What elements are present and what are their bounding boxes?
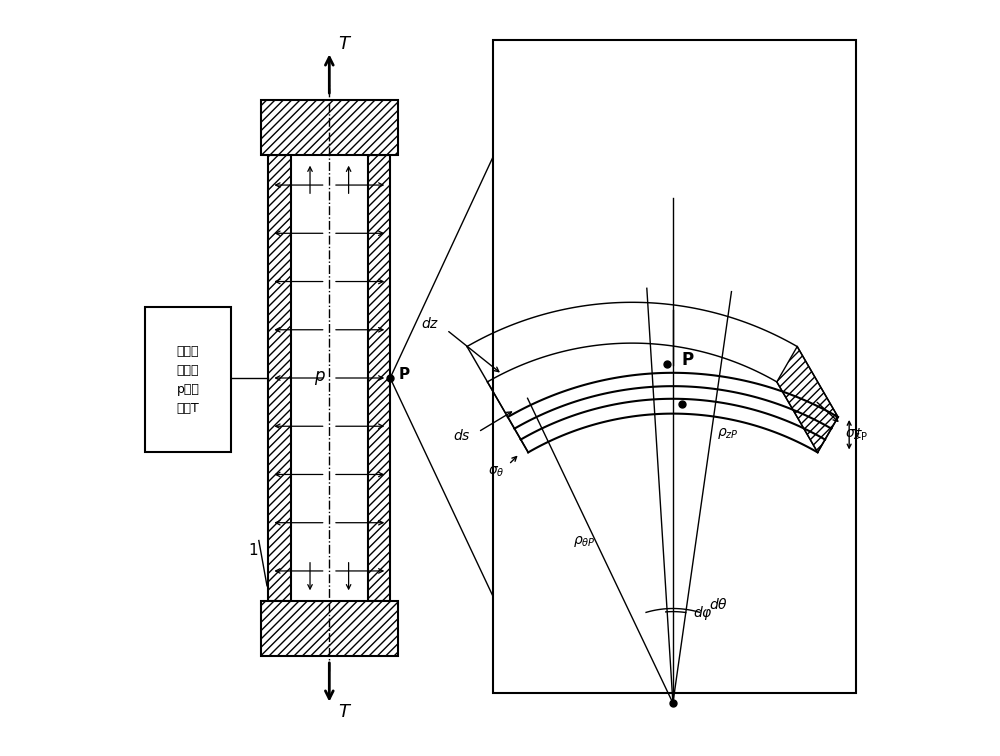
Text: $t_{\rm P}$: $t_{\rm P}$ xyxy=(855,426,868,443)
Bar xyxy=(368,156,390,600)
Text: $T$: $T$ xyxy=(338,35,352,53)
Bar xyxy=(261,100,398,156)
Bar xyxy=(268,156,291,600)
Text: P: P xyxy=(399,367,410,382)
Bar xyxy=(261,600,398,656)
Text: $\sigma_z$: $\sigma_z$ xyxy=(845,428,861,442)
Bar xyxy=(268,156,291,600)
Text: $\rho_{zP}$: $\rho_{zP}$ xyxy=(717,426,738,441)
Bar xyxy=(368,156,390,600)
Bar xyxy=(261,600,398,656)
Text: 1: 1 xyxy=(249,543,258,558)
Bar xyxy=(291,156,368,600)
Text: P: P xyxy=(682,351,694,369)
Bar xyxy=(493,40,856,693)
Text: $\sigma_\theta$: $\sigma_\theta$ xyxy=(488,465,505,479)
Text: $dz$: $dz$ xyxy=(421,317,439,331)
Bar xyxy=(145,308,231,452)
Text: $d\theta$: $d\theta$ xyxy=(709,596,728,612)
Text: $T$: $T$ xyxy=(338,703,352,721)
Text: $ds$: $ds$ xyxy=(453,428,471,443)
Bar xyxy=(261,100,398,156)
Text: 实时控
制内压
p和轴
向力T: 实时控 制内压 p和轴 向力T xyxy=(177,345,199,415)
Text: $d\varphi$: $d\varphi$ xyxy=(693,603,713,621)
Text: $\rho_{\theta P}$: $\rho_{\theta P}$ xyxy=(573,534,596,550)
Text: $p$: $p$ xyxy=(314,369,326,387)
